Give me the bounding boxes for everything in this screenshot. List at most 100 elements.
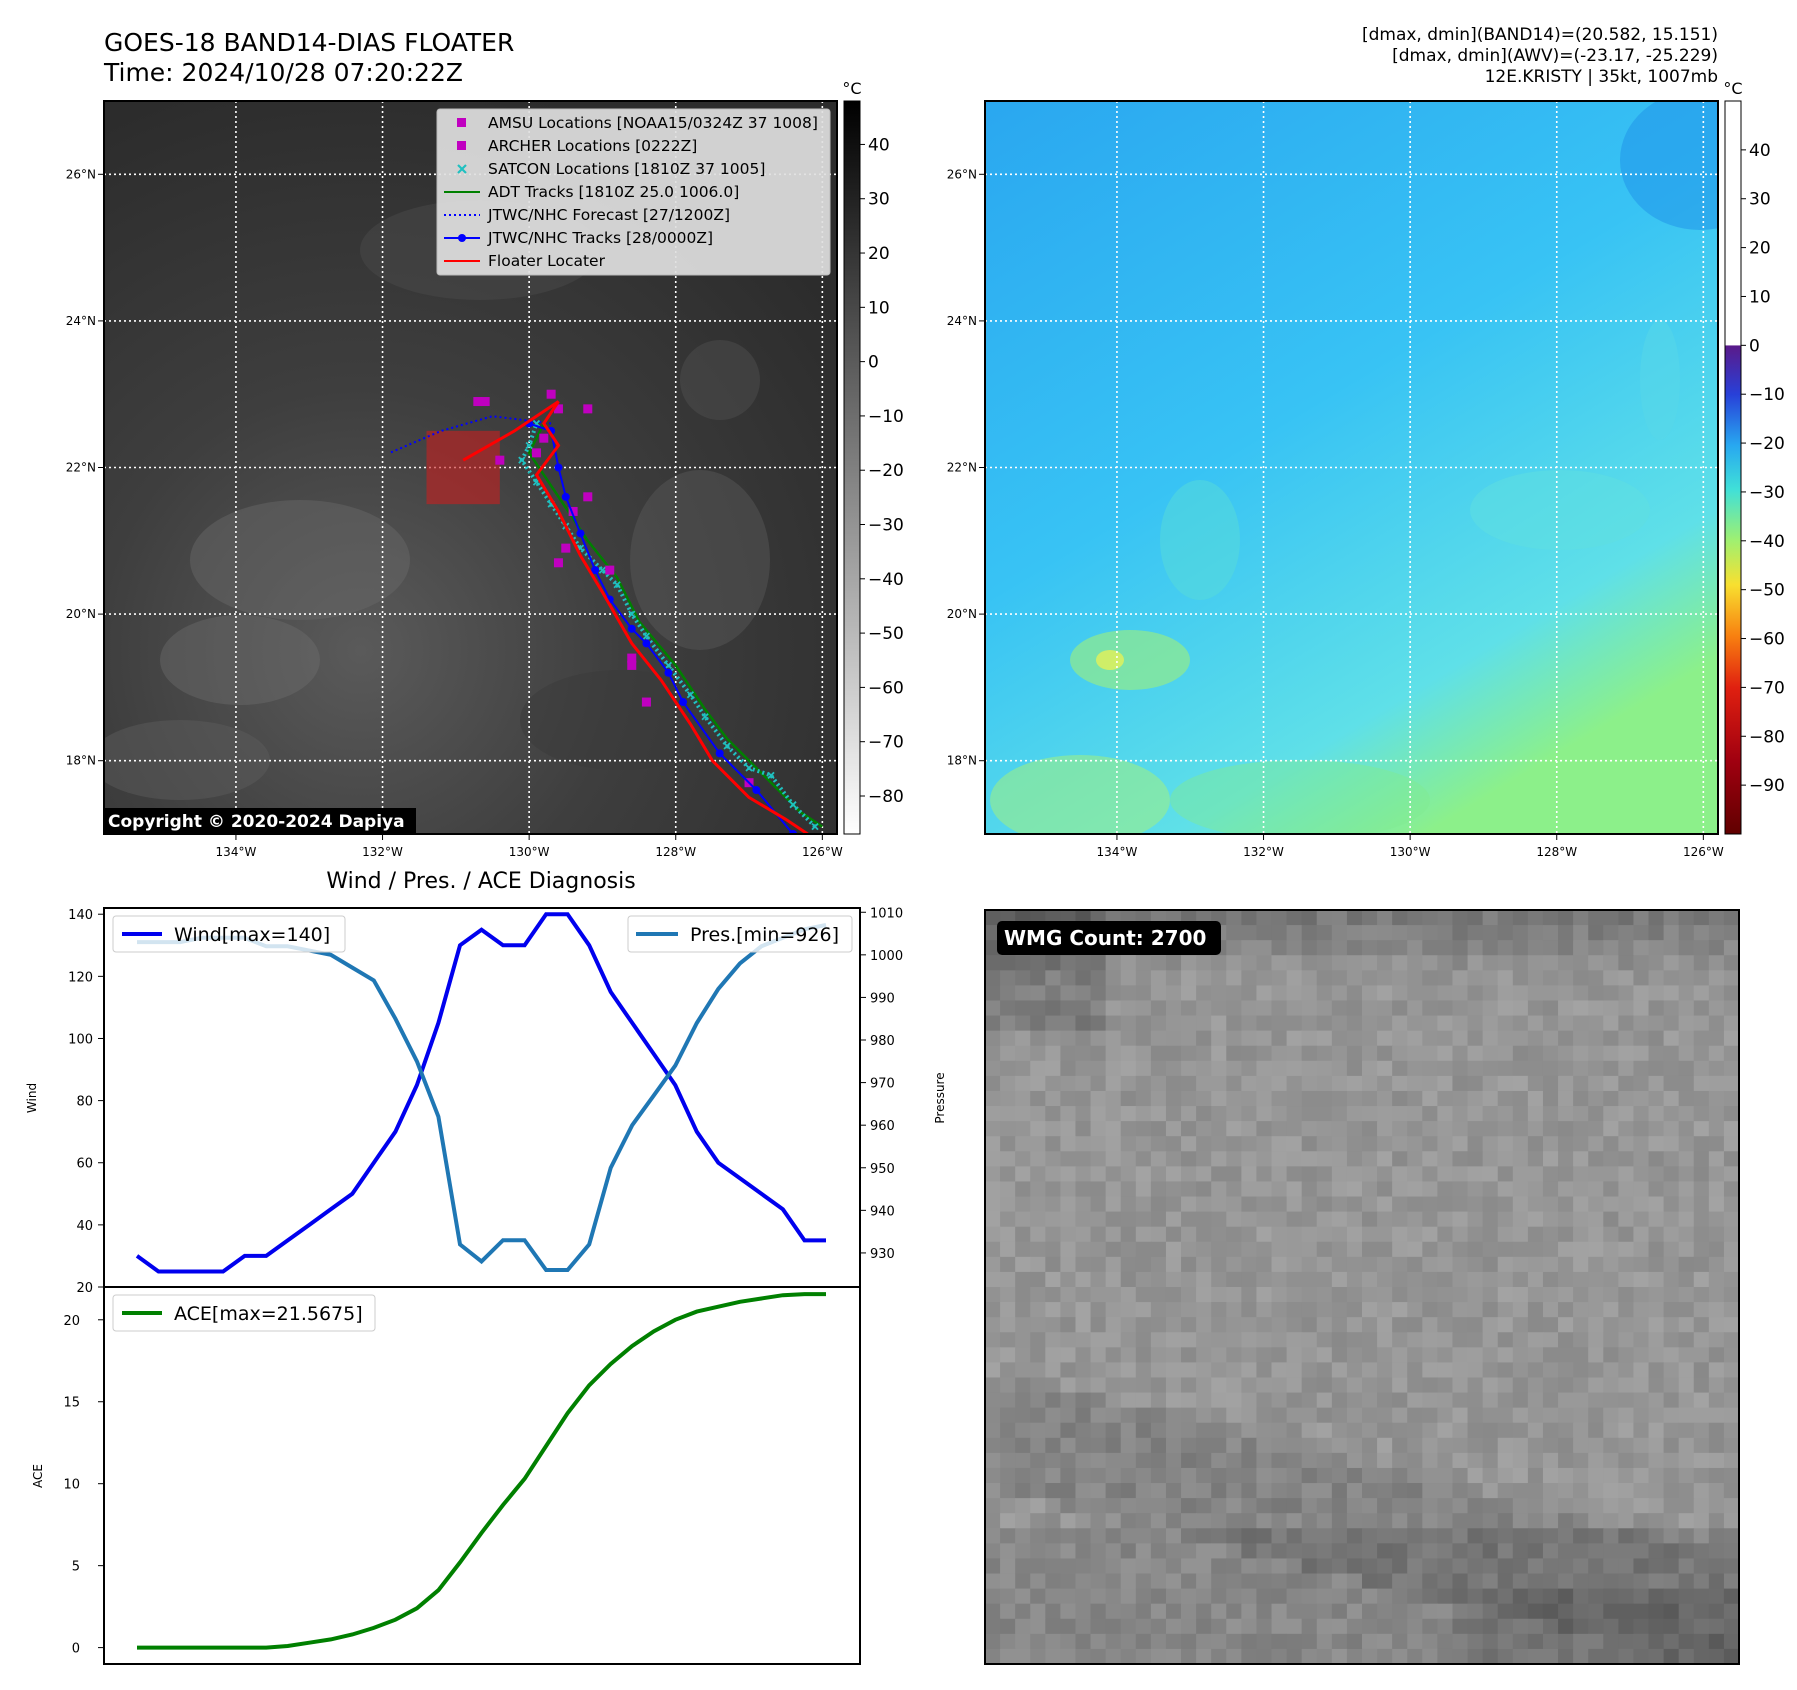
wmg-pixel — [1316, 1151, 1333, 1167]
wmg-pixel — [1693, 1407, 1710, 1424]
wmg-pixel — [1648, 1332, 1665, 1348]
wmg-pixel — [1000, 1483, 1016, 1499]
wmg-pixel — [1588, 1302, 1604, 1318]
wmg-pixel — [1618, 1136, 1634, 1152]
wmg-pixel — [1045, 1196, 1061, 1213]
wmg-pixel — [985, 1437, 1001, 1454]
pres-tick-label: 970 — [870, 1077, 895, 1092]
wmg-pixel — [1603, 1422, 1619, 1439]
ir-lon-tick-label: 128°W — [655, 845, 696, 859]
wmg-pixel — [1256, 1573, 1273, 1590]
wmg-pixel — [1573, 1603, 1589, 1620]
wmg-pixel — [1512, 1377, 1529, 1394]
wmg-pixel — [1331, 1045, 1348, 1062]
wmg-pixel — [1558, 1498, 1574, 1514]
wmg-pixel — [1181, 1513, 1197, 1529]
wmg-pixel — [1693, 1377, 1710, 1394]
wmg-pixel — [1663, 955, 1680, 971]
wmg-pixel — [1452, 910, 1469, 926]
wmg-pixel — [1467, 1181, 1484, 1198]
wmg-pixel — [1271, 940, 1288, 956]
wmg-pixel — [1316, 1136, 1333, 1152]
wmg-pixel — [1135, 1121, 1152, 1137]
wmg-pixel — [1377, 1332, 1393, 1348]
wmg-pixel — [1331, 1166, 1348, 1182]
wmg-pixel — [1000, 1106, 1016, 1122]
wmg-pixel — [1618, 1618, 1634, 1635]
wmg-pixel — [1286, 1106, 1303, 1122]
wmg-pixel — [1588, 1181, 1604, 1198]
wmg-pixel — [1030, 1498, 1046, 1514]
wmg-pixel — [1708, 1075, 1725, 1092]
wmg-pixel — [1452, 1000, 1469, 1017]
satcon-point — [811, 823, 819, 831]
wmg-pixel — [1633, 1543, 1650, 1559]
wmg-pixel — [1196, 1543, 1212, 1559]
wmg-pixel — [1723, 1106, 1740, 1122]
wmg-pixel — [1603, 1392, 1619, 1409]
wmg-pixel — [1181, 1528, 1197, 1544]
wmg-pixel — [1075, 1588, 1092, 1605]
wmg-pixel — [1467, 1000, 1484, 1017]
wmg-pixel — [1150, 1633, 1167, 1650]
wmg-pixel — [1362, 1226, 1378, 1243]
wmg-pixel — [1060, 1332, 1076, 1348]
wmg-pixel — [1693, 1392, 1710, 1409]
wmg-pixel — [1527, 1317, 1544, 1333]
wmg-pixel — [1301, 1573, 1318, 1590]
wmg-pixel — [1181, 1271, 1197, 1288]
wmg-pixel — [1045, 1573, 1061, 1590]
wmg-pixel — [1211, 1513, 1227, 1529]
wmg-pixel — [1256, 1015, 1273, 1032]
wmg-pixel — [1422, 1422, 1438, 1439]
wmg-pixel — [1708, 1106, 1725, 1122]
wmg-pixel — [1165, 1000, 1182, 1017]
wmg-pixel — [1512, 1211, 1529, 1228]
wmg-pixel — [1497, 1377, 1514, 1394]
wmg-pixel — [1165, 1030, 1182, 1047]
wmg-pixel — [1482, 1226, 1499, 1243]
wmg-pixel — [1633, 1211, 1650, 1228]
wmg-pixel — [985, 1483, 1001, 1499]
wmg-pixel — [1452, 1347, 1469, 1363]
floater-track-line — [462, 400, 809, 834]
wmg-pixel — [1588, 1377, 1604, 1394]
wmg-pixel — [1196, 985, 1212, 1001]
wv-lon-ticks: 134°W 132°W 130°W 128°W 126°W — [1097, 834, 1724, 859]
wmg-pixel — [1377, 1241, 1393, 1258]
wmg-pixel — [1497, 1045, 1514, 1062]
wmg-pixel — [1678, 1437, 1695, 1454]
wmg-pixel — [1060, 1045, 1076, 1062]
wmg-pixel — [1181, 1633, 1197, 1650]
pres-legend-box — [627, 915, 853, 953]
wmg-pixel — [1015, 1030, 1031, 1047]
wmg-pixel — [1588, 1347, 1604, 1363]
wmg-pixel — [1090, 1302, 1107, 1318]
satcon-point — [767, 771, 775, 779]
wmg-pixel — [1301, 1287, 1318, 1303]
wmg-pixel — [1090, 1452, 1107, 1469]
wmg-pixel — [1331, 1015, 1348, 1032]
wmg-pixel — [1150, 1121, 1167, 1137]
wmg-pixel — [1060, 1498, 1076, 1514]
wmg-pixel — [1331, 1422, 1348, 1439]
wmg-pixel — [1693, 1633, 1710, 1650]
wmg-pixel — [1693, 1528, 1710, 1544]
wmg-pixel — [1452, 1060, 1469, 1077]
wmg-pixel — [985, 1543, 1001, 1559]
wmg-pixel — [1362, 955, 1378, 971]
wmg-pixel — [1241, 1181, 1257, 1198]
ace-axis-label: ACE — [31, 1464, 45, 1488]
wmg-pixel — [1150, 1467, 1167, 1484]
wmg-pixel — [1392, 1332, 1408, 1348]
wmg-pixel — [1422, 1648, 1438, 1665]
wmg-pixel — [1708, 1558, 1725, 1575]
wmg-pixel — [1542, 1166, 1559, 1182]
wmg-pixel — [1437, 1347, 1453, 1363]
wmg-pixel — [1558, 1407, 1574, 1424]
wmg-pixel — [1527, 1121, 1544, 1137]
wmg-pixel — [1196, 1377, 1212, 1394]
wmg-pixel — [1573, 1241, 1589, 1258]
wmg-pixel — [1527, 970, 1544, 986]
